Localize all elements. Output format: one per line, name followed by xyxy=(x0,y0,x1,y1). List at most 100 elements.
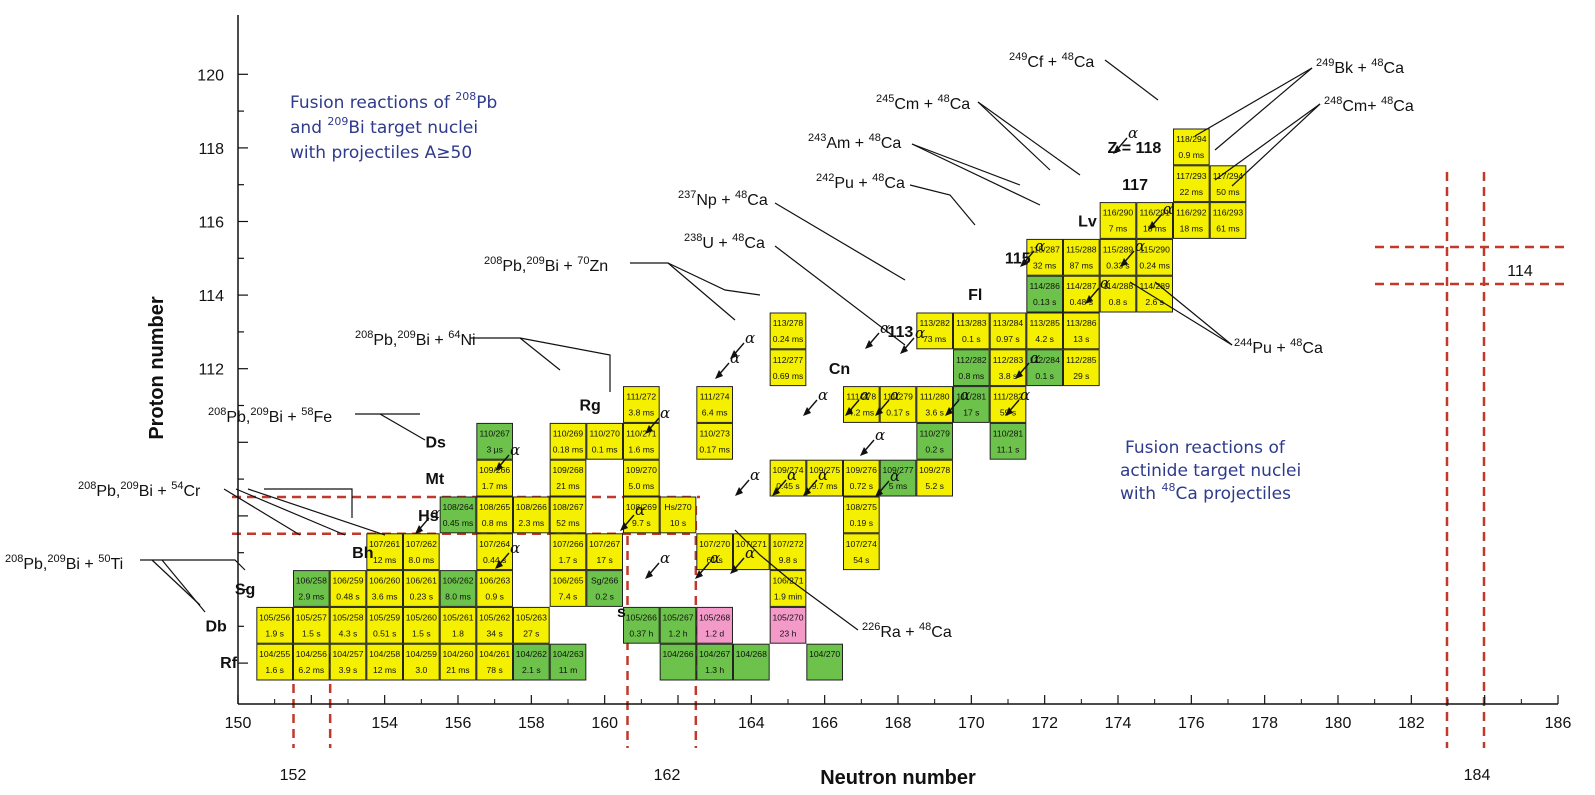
alpha-arrow-6: α xyxy=(695,549,720,579)
alpha-symbol: α xyxy=(1128,124,1138,142)
nuclide-111-280: 111/280 3.6 s xyxy=(916,386,953,423)
nuclide-half-life: 1.2 h xyxy=(668,628,687,638)
y-axis-title: Proton number xyxy=(146,296,168,440)
nuclide-107-262: 107/262 8.0 ms xyxy=(403,533,440,571)
nuclide-104-259: 104/259 3.0 xyxy=(403,643,440,681)
nuclide-cell-bg xyxy=(1099,238,1137,276)
nuclide-label: 107/261 xyxy=(369,539,400,549)
nuclide-cell-bg xyxy=(439,643,477,681)
nuclide-label: 104/259 xyxy=(406,649,437,659)
nuclide-half-life: 11 m xyxy=(559,665,577,675)
nuclide-105-270: 105/270 23 h xyxy=(769,606,807,644)
hot-title-line-1: Fusion reactions of xyxy=(1125,438,1286,458)
nuclide-label: 106/260 xyxy=(369,576,400,586)
nuclide-110-279: 110/279 0.2 s xyxy=(916,422,953,460)
alpha-symbol: α xyxy=(890,467,900,485)
nuclide-106-258: 106/258 2.9 ms xyxy=(293,570,330,607)
nuclide-label: 105/260 xyxy=(406,612,437,622)
nuclide-label: 104/268 xyxy=(736,649,767,659)
nuclide-104-257: 104/257 3.9 s xyxy=(329,643,367,681)
nuclide-105-262: 105/262 34 s xyxy=(476,606,514,644)
nuclide-115-290: 115/290 0.24 ms xyxy=(1136,238,1174,276)
nuclide-cell-bg xyxy=(366,606,404,644)
x-tick-label: 156 xyxy=(445,715,472,732)
nuclide-half-life: 9.8 s xyxy=(779,555,798,565)
magic-label-162: 162 xyxy=(654,767,681,784)
nuclide-cell-bg xyxy=(623,459,660,497)
nuclide-105-256: 105/256 1.9 s xyxy=(256,606,294,644)
alpha-symbol: α xyxy=(1135,237,1145,255)
nuclide-104-256: 104/256 6.2 ms xyxy=(293,643,330,681)
nuclide-label: 111/274 xyxy=(700,392,730,402)
nuclide-cell-bg xyxy=(549,533,587,571)
alpha-arrow-head xyxy=(772,487,780,496)
alpha-symbol: α xyxy=(730,349,740,367)
nuclide-label: 110/270 xyxy=(589,428,620,438)
nuclide-113-285: 113/285 4.2 s xyxy=(1026,312,1064,350)
nuclide-label: 107/266 xyxy=(552,539,583,549)
nuclide-label: 113/282 xyxy=(919,318,950,328)
nuclide-cell-bg xyxy=(623,386,660,423)
nuclide-label: 114/287 xyxy=(1066,281,1097,291)
reaction-connector-lines xyxy=(140,59,1321,631)
nuclide-half-life: 0.51 s xyxy=(373,628,396,638)
nuclide-half-life: 11.1 s xyxy=(997,444,1020,454)
nuclide-111-279: 111/279 0.17 s xyxy=(879,386,917,423)
nuclide-half-life: 1.9 s xyxy=(265,628,284,638)
nuclide-cell-bg xyxy=(476,570,514,607)
alpha-arrow-3: α xyxy=(620,501,645,531)
nuclide-label: Sg/266 xyxy=(591,576,618,586)
nuclide-cell-bg xyxy=(366,570,404,607)
nuclide-104-258: 104/258 12 ms xyxy=(366,643,404,681)
connector-line-24 xyxy=(1231,103,1321,187)
alpha-arrow-21: α xyxy=(1005,386,1030,416)
nuclide-104-262: 104/262 2.1 s xyxy=(513,643,550,681)
nuclide-cell-bg xyxy=(769,606,807,644)
alpha-symbol: α xyxy=(818,386,828,404)
nuclide-111-281: 111/281 17 s xyxy=(953,386,990,423)
nuclide-115-287: 115/287 32 ms xyxy=(1026,238,1064,276)
nuclide-cell-bg xyxy=(1173,165,1210,203)
nuclide-label: 111/281 xyxy=(956,392,986,402)
alpha-symbol: α xyxy=(635,501,645,519)
nuclide-half-life: 0.9 ms xyxy=(1178,150,1204,160)
reaction-am243: 243Am + 48Ca xyxy=(808,132,901,152)
nuclide-cell-bg xyxy=(1099,275,1137,313)
nuclide-half-life: 9.7 ms xyxy=(812,481,838,491)
nuclide-label: 104/270 xyxy=(809,649,840,659)
alpha-arrow-22: α xyxy=(1015,349,1040,379)
nuclide-cell-bg xyxy=(843,496,880,534)
magic-label-114: 114 xyxy=(1507,263,1533,280)
element-labels: Rf Db Sg Bh Hs Mt Ds Rg Cn 113 Fl 115 Lv 117 Z = 118 xyxy=(206,140,1162,672)
alpha-arrow-27: α xyxy=(1120,237,1145,267)
nuclide-cell-bg xyxy=(953,312,990,350)
nuclide-half-life: 61 ms xyxy=(1216,224,1239,234)
nuclide-label: 104/255 xyxy=(259,649,290,659)
nuclide-cell-bg xyxy=(586,570,623,607)
alpha-arrow-head xyxy=(1113,145,1121,154)
nuclide-105-259: 105/259 0.51 s xyxy=(366,606,404,644)
nuclide-cell-bg xyxy=(623,422,660,460)
nuclide-Sg-266: Sg/266 0.2 s xyxy=(586,570,623,607)
nuclide-108-264: 108/264 0.45 ms xyxy=(439,496,477,534)
alpha-arrow-head xyxy=(860,447,868,456)
alpha-arrow-head xyxy=(645,425,653,434)
nuclide-label: 108/275 xyxy=(846,502,877,512)
connector-line-0 xyxy=(140,559,246,571)
nuclide-116-290: 116/290 7 ms xyxy=(1099,202,1137,239)
reaction-u238: 238U + 48Ca xyxy=(684,232,765,252)
nuclide-cell-bg xyxy=(513,606,550,644)
connector-line-3 xyxy=(223,488,301,536)
element-label-Db: Db xyxy=(206,618,228,635)
x-tick-label: 154 xyxy=(371,715,398,732)
nuclide-label: 114/286 xyxy=(1029,281,1060,291)
nuclide-label: 105/258 xyxy=(332,612,363,622)
nuclide-label: 108/266 xyxy=(516,502,547,512)
alpha-arrow-head xyxy=(695,570,703,579)
nuclide-label: 105/261 xyxy=(442,612,473,622)
nuclide-104-263: 104/263 11 m xyxy=(549,643,587,681)
nuclide-cell-bg xyxy=(293,606,330,644)
nuclide-label: 107/264 xyxy=(479,539,510,549)
nuclide-half-life: 17 s xyxy=(597,555,613,565)
nuclide-cell-bg xyxy=(696,533,733,571)
